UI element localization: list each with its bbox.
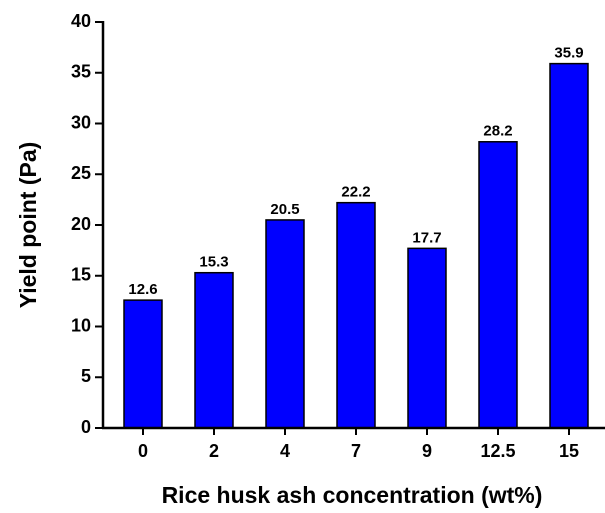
x-tick-label: 0 bbox=[138, 441, 148, 461]
y-tick-label: 10 bbox=[71, 315, 91, 335]
bar bbox=[194, 271, 234, 429]
x-tick-label: 7 bbox=[351, 441, 361, 461]
x-tick-label: 9 bbox=[422, 441, 432, 461]
y-tick-label: 0 bbox=[81, 417, 91, 437]
bar bbox=[407, 247, 447, 429]
data-label: 15.3 bbox=[199, 254, 228, 271]
y-axis-title: Yield point (Pa) bbox=[15, 142, 41, 309]
y-tick-label: 40 bbox=[71, 11, 91, 31]
y-tick-label: 30 bbox=[71, 112, 91, 132]
x-tick-label: 2 bbox=[209, 441, 219, 461]
bar bbox=[336, 201, 376, 429]
data-label: 35.9 bbox=[554, 45, 583, 62]
data-label: 17.7 bbox=[412, 229, 441, 246]
data-label: 20.5 bbox=[270, 201, 299, 218]
bar bbox=[549, 62, 589, 429]
bar bbox=[265, 219, 305, 429]
x-tick-label: 12.5 bbox=[480, 441, 515, 461]
x-axis-title: Rice husk ash concentration (wt%) bbox=[162, 482, 543, 508]
y-tick-label: 5 bbox=[81, 366, 91, 386]
data-label: 28.2 bbox=[483, 123, 512, 140]
y-tick-label: 25 bbox=[71, 163, 91, 183]
data-label: 12.6 bbox=[128, 281, 157, 298]
bar bbox=[123, 299, 163, 429]
x-tick-label: 15 bbox=[559, 441, 579, 461]
bar bbox=[478, 141, 518, 429]
x-tick-label: 4 bbox=[280, 441, 290, 461]
y-tick-label: 35 bbox=[71, 62, 91, 82]
data-label: 22.2 bbox=[341, 184, 370, 201]
y-tick-label: 20 bbox=[71, 214, 91, 234]
y-tick-label: 15 bbox=[71, 265, 91, 285]
